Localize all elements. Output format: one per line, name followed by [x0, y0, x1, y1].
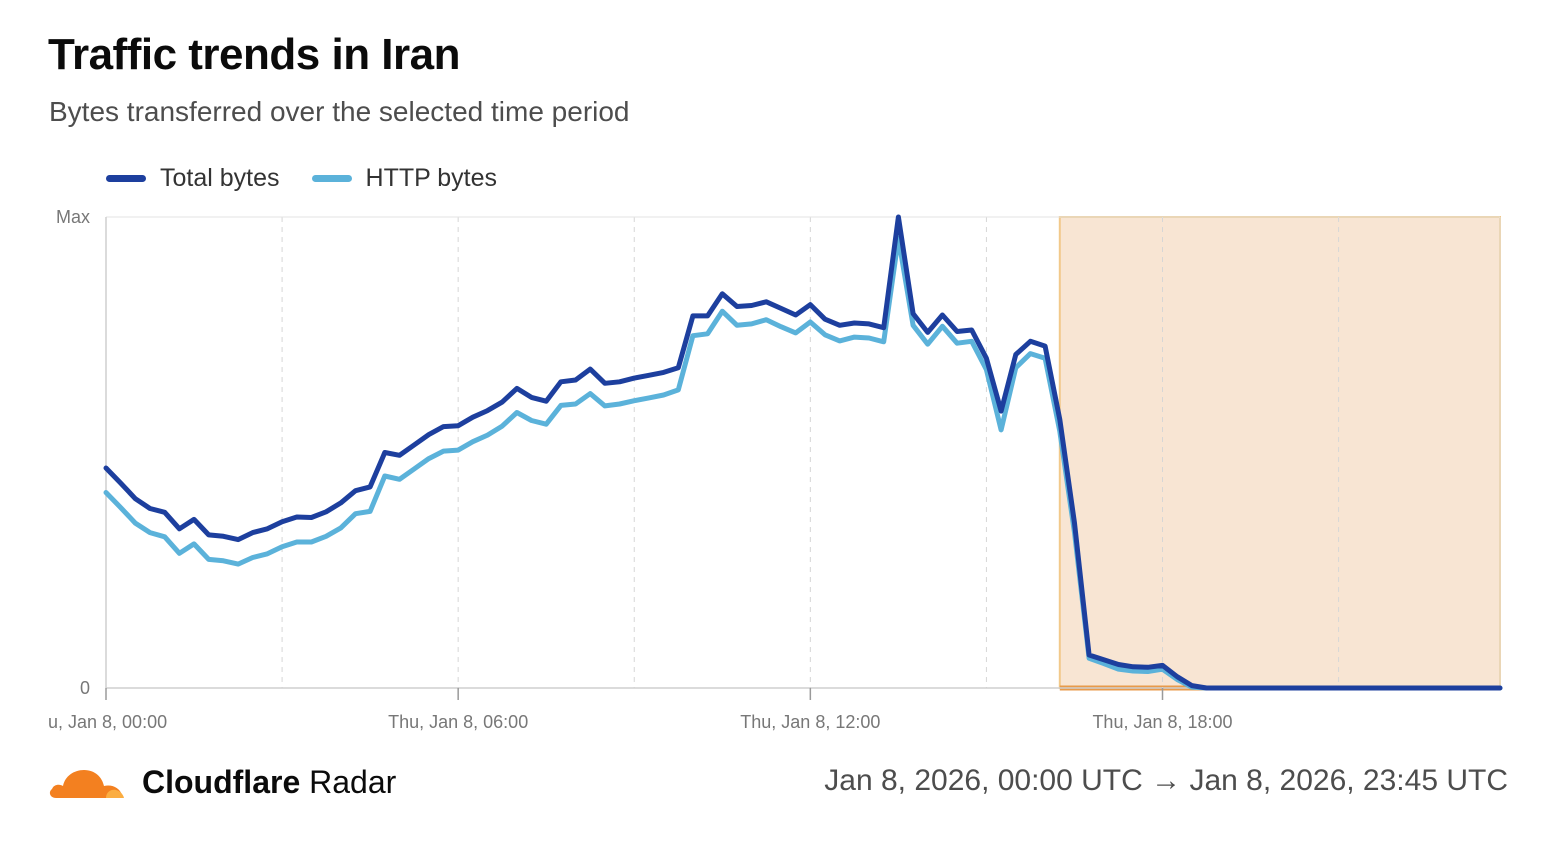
cloud-icon [49, 770, 124, 798]
brand-product: Radar [309, 763, 397, 800]
legend-swatch-http [311, 175, 352, 182]
time-range: Jan 8, 2026, 00:00 UTC → Jan 8, 2026, 23… [824, 764, 1508, 797]
chart-legend: Total bytes HTTP bytes [106, 164, 529, 193]
outage-highlight-region[interactable] [1058, 216, 1501, 689]
chart-subtitle: Bytes transferred over the selected time… [49, 96, 630, 127]
traffic-line-chart[interactable]: 0 Max u, Jan 8, 00:00 Thu, Jan 8, 06:00 Thu,… [0, 0, 1556, 760]
y-tick-label-zero: 0 [80, 678, 90, 698]
legend-item-total-bytes[interactable]: Total bytes [106, 164, 280, 193]
x-tick-label: Thu, Jan 8, 12:00 [740, 712, 880, 732]
legend-label-http: HTTP bytes [365, 164, 498, 192]
cloudflare-radar-brand[interactable]: Cloudflare Radar [48, 762, 396, 802]
legend-swatch-total [106, 175, 146, 182]
x-tick-label: Thu, Jan 8, 06:00 [388, 712, 528, 732]
x-tick-label: u, Jan 8, 00:00 [48, 712, 167, 732]
y-tick-label-max: Max [56, 207, 90, 227]
x-tick-label: Thu, Jan 8, 18:00 [1092, 712, 1232, 732]
legend-item-http-bytes[interactable]: HTTP bytes [311, 164, 498, 193]
series-line-total-bytes[interactable] [103, 214, 1503, 691]
brand-name: Cloudflare [142, 763, 301, 800]
legend-label-total: Total bytes [160, 164, 280, 192]
chart-title: Traffic trends in Iran [48, 30, 460, 79]
